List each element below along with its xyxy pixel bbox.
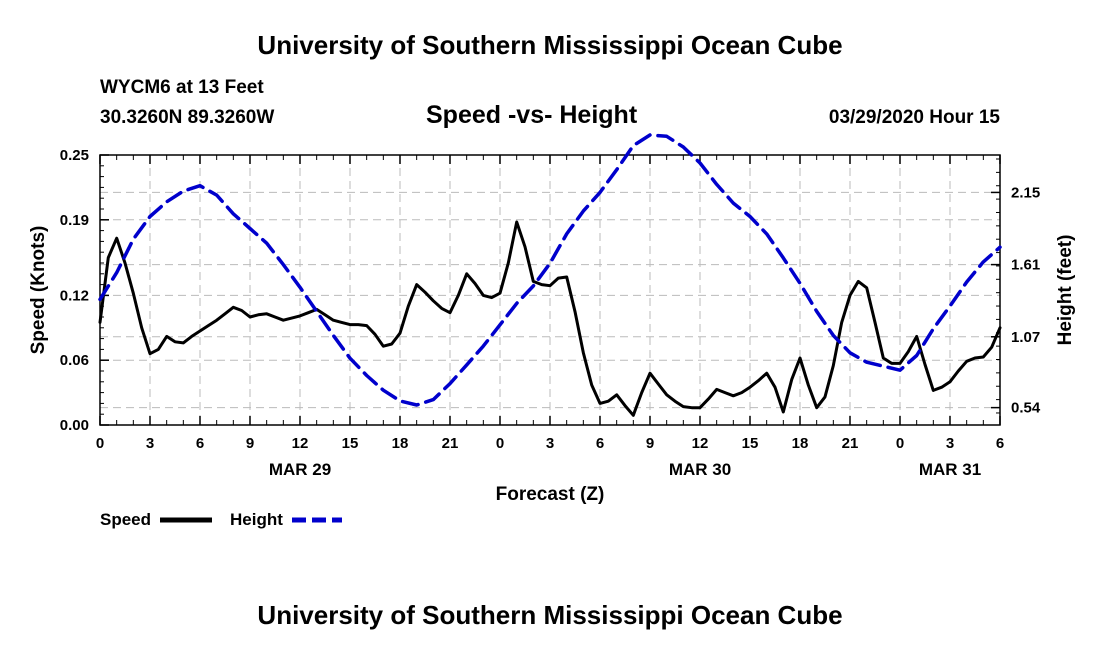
height-series-line <box>98 133 1002 407</box>
data-series <box>98 133 1002 417</box>
date-label: MAR 30 <box>669 460 731 479</box>
legend-height-label: Height <box>230 510 283 529</box>
legend-speed-label: Speed <box>100 510 151 529</box>
page-title: University of Southern Mississippi Ocean… <box>257 30 843 60</box>
y2-tick-label: 1.61 <box>1011 257 1040 274</box>
x-tick-label: 6 <box>196 435 204 452</box>
axis-ticks <box>99 154 1001 426</box>
x-tick-label: 21 <box>842 435 859 452</box>
x-tick-label: 3 <box>546 435 554 452</box>
y-tick-label: 0.00 <box>60 417 89 434</box>
y2-tick-label: 1.07 <box>1011 329 1040 346</box>
y-tick-label: 0.06 <box>60 352 89 369</box>
x-tick-label: 12 <box>692 435 709 452</box>
forecast-datetime: 03/29/2020 Hour 15 <box>828 107 1000 128</box>
chart-grid <box>100 155 1000 425</box>
x-axis-title: Forecast (Z) <box>496 484 605 505</box>
y2-tick-label: 2.15 <box>1011 184 1040 201</box>
y2-tick-label: 0.54 <box>1011 400 1041 417</box>
x-tick-label: 15 <box>342 435 359 452</box>
date-label: MAR 29 <box>269 460 331 479</box>
x-tick-label: 3 <box>146 435 154 452</box>
x-tick-label: 3 <box>946 435 954 452</box>
x-tick-label: 12 <box>292 435 309 452</box>
y-tick-label: 0.25 <box>60 147 89 164</box>
x-tick-label: 0 <box>96 435 104 452</box>
x-tick-label: 0 <box>896 435 904 452</box>
x-tick-label: 15 <box>742 435 759 452</box>
y-tick-label: 0.19 <box>60 212 89 229</box>
chart-title: Speed -vs- Height <box>426 101 638 129</box>
axis-tick-labels: 0 3 6 9 12 15 18 21 0 3 6 9 12 15 18 21 0 3 6 MAR 29 MAR 30 M… <box>60 147 1041 479</box>
x-tick-label: 6 <box>596 435 604 452</box>
footer-title: University of Southern Mississippi Ocean… <box>257 600 843 630</box>
y-axis-title: Speed (Knots) <box>28 226 49 355</box>
speed-height-chart: 0 3 6 9 12 15 18 21 0 3 6 9 12 15 18 21 0 3 6 MAR 29 MAR 30 M… <box>28 133 1076 529</box>
x-tick-label: 18 <box>792 435 809 452</box>
date-label: MAR 31 <box>919 460 981 479</box>
x-tick-label: 9 <box>646 435 654 452</box>
x-tick-label: 21 <box>442 435 459 452</box>
location-label: 30.3260N 89.3260W <box>100 107 275 128</box>
x-tick-label: 0 <box>496 435 504 452</box>
station-label: WYCM6 at 13 Feet <box>100 77 264 98</box>
x-tick-label: 18 <box>392 435 409 452</box>
x-tick-label: 9 <box>246 435 254 452</box>
x-tick-label: 6 <box>996 435 1004 452</box>
y-tick-label: 0.12 <box>60 287 89 304</box>
speed-series-line <box>98 220 1002 417</box>
y2-axis-title: Height (feet) <box>1055 235 1076 346</box>
